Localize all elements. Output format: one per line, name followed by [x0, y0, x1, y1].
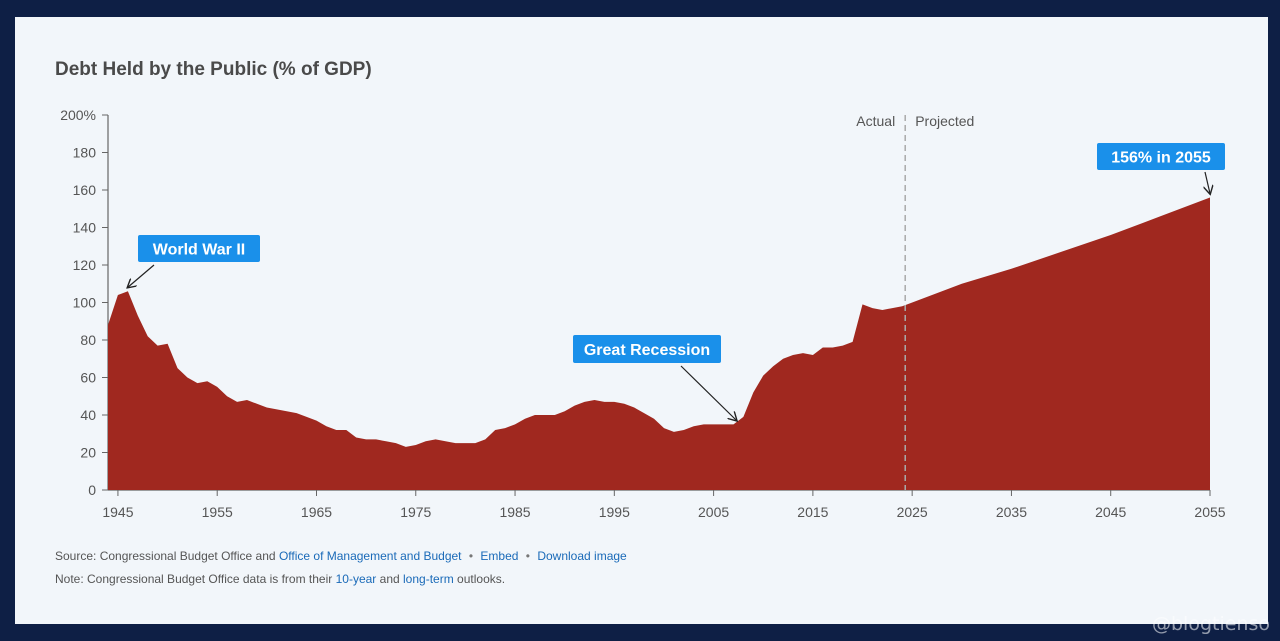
annotation-label: Great Recession — [584, 342, 710, 359]
y-tick-label: 0 — [88, 482, 96, 498]
debt-area-chart: 0 20 40 60 80 100 120 140 160 180 200% 1945 1955 1965… — [60, 107, 1226, 520]
x-tick-label: 2015 — [797, 504, 828, 520]
separator-dot: • — [468, 549, 474, 563]
ten-year-link[interactable]: 10-year — [335, 572, 377, 586]
y-tick-label: 100 — [73, 295, 97, 311]
projected-label: Projected — [915, 113, 974, 129]
annotation: 156% in 2055 — [1097, 143, 1225, 194]
chart-card: Debt Held by the Public (% of GDP) 0 20 40… — [15, 17, 1268, 624]
annotation-label: World War II — [153, 242, 245, 259]
actual-projected-divider: Actual Projected — [856, 113, 974, 490]
separator-dot: • — [525, 549, 530, 563]
x-tick-label: 1965 — [301, 504, 332, 520]
x-tick-label: 1955 — [202, 504, 233, 520]
actual-label: Actual — [856, 113, 895, 129]
annotation-arrow — [128, 264, 155, 287]
source-line: Source: Congressional Budget Office and … — [55, 545, 627, 568]
x-tick-label: 1975 — [400, 504, 431, 520]
chart-title: Debt Held by the Public (% of GDP) — [55, 59, 372, 80]
note-suffix: outlooks. — [457, 572, 506, 586]
annotation-box — [1097, 143, 1225, 170]
y-tick-label: 200% — [60, 107, 96, 123]
x-tick-label: 2025 — [897, 504, 928, 520]
annotation-arrow — [1205, 171, 1210, 194]
y-tick-label: 20 — [80, 445, 96, 461]
annotation-arrow — [680, 365, 736, 420]
omb-link[interactable]: Office of Management and Budget — [278, 549, 462, 563]
x-tick-label: 2055 — [1194, 504, 1225, 520]
y-tick-label: 180 — [73, 145, 97, 161]
chart-notes: Source: Congressional Budget Office and … — [55, 545, 627, 591]
x-tick-label: 1995 — [599, 504, 630, 520]
x-tick-label: 1945 — [102, 504, 133, 520]
download-image-link[interactable]: Download image — [537, 549, 627, 563]
embed-link[interactable]: Embed — [480, 549, 519, 563]
annotation: Great Recession — [573, 335, 736, 420]
y-tick-label: 120 — [73, 257, 97, 273]
long-term-link[interactable]: long-term — [403, 572, 454, 586]
x-tick-label: 2035 — [996, 504, 1027, 520]
watermark: @blogtienso — [1151, 613, 1270, 635]
annotation-box — [573, 335, 721, 363]
annotations: World War II Great Recession 156% in 2055 — [128, 143, 1225, 420]
y-tick-label: 60 — [80, 370, 96, 386]
axes: 0 20 40 60 80 100 120 140 160 180 200% 1945 1955 1965… — [60, 107, 1226, 520]
debt-area-series — [108, 197, 1210, 490]
source-prefix: Source: Congressional Budget Office and — [55, 549, 276, 563]
x-tick-label: 2045 — [1095, 504, 1126, 520]
y-tick-label: 80 — [80, 332, 96, 348]
x-tick-label: 2005 — [698, 504, 729, 520]
note-mid: and — [379, 572, 400, 586]
annotation: World War II — [128, 235, 260, 287]
annotation-label: 156% in 2055 — [1111, 150, 1211, 167]
x-tick-label: 1985 — [499, 504, 530, 520]
y-tick-label: 160 — [73, 182, 97, 198]
note-line: Note: Congressional Budget Office data i… — [55, 568, 627, 591]
y-tick-label: 40 — [80, 407, 96, 423]
y-tick-label: 140 — [73, 220, 97, 236]
note-prefix: Note: Congressional Budget Office data i… — [55, 572, 333, 586]
annotation-box — [138, 235, 260, 262]
